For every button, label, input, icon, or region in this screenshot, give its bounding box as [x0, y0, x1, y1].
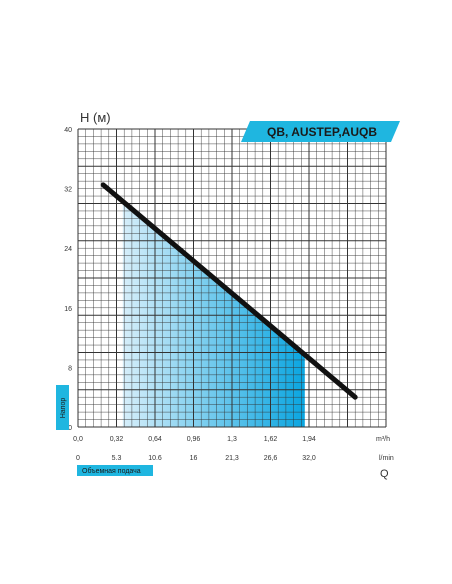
brand-banner: QB, AUSTEP,AUQB: [241, 121, 400, 142]
x-tick-m3h: 0,32: [110, 436, 124, 443]
y-tick-label: 8: [68, 365, 72, 372]
y-tick-label: 16: [64, 306, 72, 313]
x-unit-lmin: l/min: [379, 455, 394, 462]
head-tag: Напор: [56, 385, 69, 430]
x-tick-lmin: 16: [190, 455, 198, 462]
pump-curve-line: [100, 182, 358, 400]
axis-ticks: 0 8 16 24 32 40 0,0 0,32 0,64 0,96 1,3 1,62 1,94 0 5.3…: [64, 127, 316, 462]
y-tick-label: 24: [64, 246, 72, 253]
x-tick-m3h: 0,64: [148, 436, 162, 443]
working-range-area: [122, 201, 305, 427]
y-tick-label: 32: [64, 187, 72, 194]
y-tick-label: 0: [68, 425, 72, 432]
x-tick-m3h: 1,3: [227, 436, 237, 443]
x-tick-lmin: 5.3: [112, 455, 122, 462]
x-tick-lmin: 10.6: [148, 455, 162, 462]
x-tick-lmin: 32,0: [302, 455, 316, 462]
y-axis-title: H (м): [80, 110, 111, 125]
x-axis-title: Q: [380, 468, 389, 480]
brand-title: QB, AUSTEP,AUQB: [267, 125, 377, 139]
x-tick-m3h: 1,94: [302, 436, 316, 443]
flow-tag: Объемная подача: [77, 465, 153, 476]
x-tick-m3h: 0,0: [73, 436, 83, 443]
flow-tag-label: Объемная подача: [82, 467, 141, 475]
x-tick-lmin: 21,3: [225, 455, 239, 462]
x-unit-m3h: m³/h: [376, 436, 390, 443]
x-tick-lmin: 26,6: [264, 455, 278, 462]
head-tag-label: Напор: [60, 398, 67, 419]
x-tick-m3h: 1,62: [264, 436, 278, 443]
x-tick-m3h: 0,96: [187, 436, 201, 443]
chart-grid: [77, 128, 387, 428]
x-tick-lmin: 0: [76, 455, 80, 462]
plot-area: [77, 128, 387, 428]
y-tick-label: 40: [64, 127, 72, 134]
